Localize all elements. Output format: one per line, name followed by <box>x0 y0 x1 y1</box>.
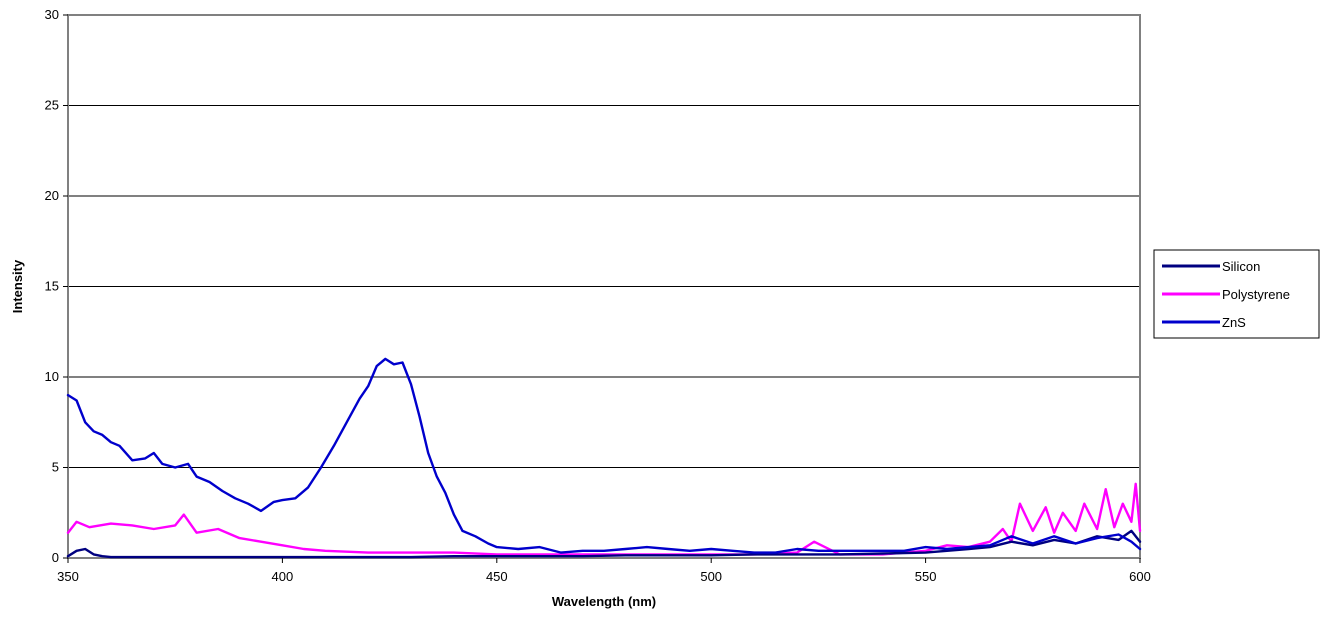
x-tick-label: 400 <box>272 569 294 584</box>
y-tick-label: 10 <box>45 369 59 384</box>
x-tick-label: 550 <box>915 569 937 584</box>
legend-label: ZnS <box>1222 315 1246 330</box>
y-tick-label: 20 <box>45 188 59 203</box>
x-axis: 350 400 450 500 550 600 <box>57 558 1151 584</box>
y-axis: 0 5 10 15 20 25 30 <box>45 7 68 565</box>
y-tick-label: 5 <box>52 460 59 475</box>
x-tick-label: 450 <box>486 569 508 584</box>
legend-label: Silicon <box>1222 259 1260 274</box>
series-line-zns <box>66 357 1142 554</box>
x-tick-label: 350 <box>57 569 79 584</box>
series-layer <box>66 357 1142 559</box>
series-line-silicon <box>66 529 1142 559</box>
legend: Silicon Polystyrene ZnS <box>1153 249 1320 339</box>
legend-label: Polystyrene <box>1222 287 1290 302</box>
y-tick-label: 0 <box>52 550 59 565</box>
x-tick-label: 600 <box>1129 569 1151 584</box>
y-tick-label: 30 <box>45 7 59 22</box>
y-tick-label: 25 <box>45 98 59 113</box>
gridlines <box>68 105 1140 468</box>
y-tick-label: 15 <box>45 279 59 294</box>
x-axis-title: Wavelength (nm) <box>552 594 656 609</box>
y-axis-title: Intensity <box>10 259 25 313</box>
x-tick-label: 500 <box>700 569 722 584</box>
